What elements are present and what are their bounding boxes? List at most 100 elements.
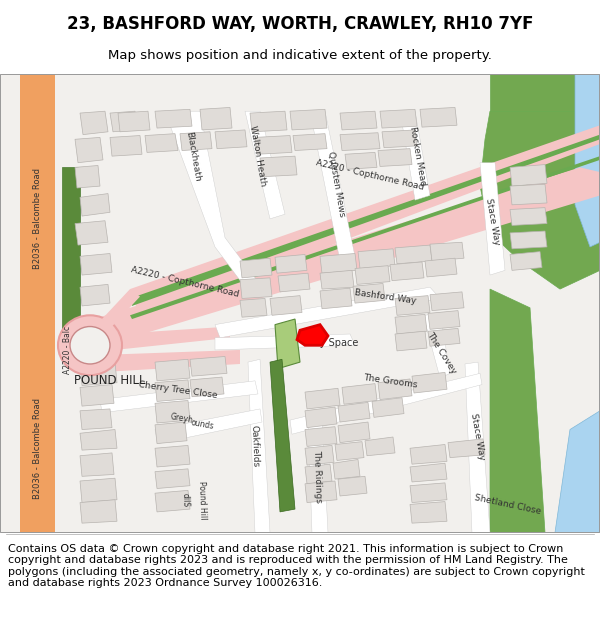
Text: B2036 - Balcombe Road: B2036 - Balcombe Road — [32, 168, 41, 269]
Polygon shape — [20, 74, 55, 532]
Polygon shape — [510, 184, 547, 205]
Text: ounds: ounds — [191, 418, 215, 431]
Polygon shape — [353, 284, 385, 303]
Polygon shape — [365, 437, 395, 456]
Polygon shape — [275, 254, 307, 273]
Text: Blackheath: Blackheath — [184, 131, 202, 182]
Polygon shape — [297, 324, 328, 345]
Polygon shape — [410, 463, 447, 482]
Polygon shape — [80, 254, 112, 275]
Polygon shape — [80, 453, 114, 476]
Polygon shape — [110, 350, 240, 371]
Text: dllS: dllS — [180, 492, 190, 507]
Polygon shape — [215, 334, 355, 350]
Polygon shape — [250, 111, 287, 132]
Polygon shape — [290, 373, 482, 434]
Text: The Ridings: The Ridings — [313, 449, 323, 503]
Polygon shape — [80, 478, 117, 502]
Polygon shape — [510, 231, 547, 249]
Polygon shape — [155, 409, 262, 444]
Text: Walton Heath: Walton Heath — [248, 125, 268, 187]
Text: Greyh: Greyh — [170, 412, 194, 425]
Text: POUND HILL: POUND HILL — [74, 374, 146, 388]
Polygon shape — [80, 429, 117, 450]
Polygon shape — [215, 288, 440, 338]
Polygon shape — [80, 284, 110, 306]
Polygon shape — [380, 109, 417, 128]
Polygon shape — [145, 134, 178, 152]
Polygon shape — [420, 107, 457, 127]
Polygon shape — [480, 162, 505, 275]
Polygon shape — [320, 271, 354, 289]
Polygon shape — [510, 164, 547, 186]
Polygon shape — [270, 296, 302, 315]
Polygon shape — [510, 208, 547, 226]
Polygon shape — [155, 422, 187, 444]
Polygon shape — [490, 289, 545, 532]
Polygon shape — [425, 258, 457, 277]
Polygon shape — [110, 111, 138, 132]
Polygon shape — [305, 388, 340, 409]
Polygon shape — [358, 249, 395, 269]
Polygon shape — [240, 258, 272, 278]
Polygon shape — [130, 134, 600, 306]
Polygon shape — [155, 446, 190, 467]
Polygon shape — [428, 311, 460, 329]
Polygon shape — [260, 156, 297, 177]
Polygon shape — [80, 409, 112, 429]
Polygon shape — [248, 359, 270, 532]
Polygon shape — [80, 384, 114, 406]
Polygon shape — [100, 381, 258, 412]
Text: Bashford Way: Bashford Way — [353, 288, 416, 306]
Polygon shape — [338, 476, 367, 496]
Polygon shape — [355, 266, 390, 284]
Polygon shape — [378, 379, 412, 399]
Polygon shape — [75, 138, 103, 162]
Polygon shape — [395, 296, 430, 315]
Polygon shape — [575, 74, 600, 247]
Polygon shape — [305, 481, 337, 502]
Polygon shape — [465, 362, 490, 532]
Polygon shape — [255, 136, 292, 154]
Polygon shape — [480, 111, 600, 289]
Text: Questen Mews: Questen Mews — [326, 151, 346, 218]
Polygon shape — [340, 132, 380, 151]
Polygon shape — [240, 299, 267, 317]
Polygon shape — [338, 402, 370, 422]
Text: Rocken Mead: Rocken Mead — [409, 126, 428, 186]
Polygon shape — [338, 422, 370, 442]
Circle shape — [70, 326, 110, 364]
Text: The Covey: The Covey — [425, 330, 458, 376]
Polygon shape — [382, 130, 417, 148]
Polygon shape — [118, 111, 150, 132]
Polygon shape — [190, 377, 224, 397]
Polygon shape — [342, 384, 377, 404]
Polygon shape — [378, 149, 412, 166]
Polygon shape — [410, 444, 447, 464]
Text: Oakfields: Oakfields — [250, 425, 260, 468]
Polygon shape — [215, 130, 247, 149]
Polygon shape — [555, 411, 600, 532]
Text: Play Space: Play Space — [305, 338, 358, 348]
Polygon shape — [395, 245, 432, 264]
Polygon shape — [155, 380, 190, 401]
Polygon shape — [130, 156, 600, 319]
Polygon shape — [80, 111, 108, 134]
Polygon shape — [410, 483, 447, 502]
Text: Stace Way: Stace Way — [469, 413, 487, 461]
Polygon shape — [80, 194, 110, 216]
Polygon shape — [110, 136, 142, 156]
Polygon shape — [308, 418, 328, 532]
Polygon shape — [345, 152, 377, 169]
Polygon shape — [115, 326, 230, 350]
Polygon shape — [372, 398, 404, 418]
Polygon shape — [75, 221, 108, 245]
Polygon shape — [333, 459, 360, 479]
Polygon shape — [130, 125, 600, 317]
Text: 23, BASHFORD WAY, WORTH, CRAWLEY, RH10 7YF: 23, BASHFORD WAY, WORTH, CRAWLEY, RH10 7… — [67, 14, 533, 32]
Polygon shape — [293, 134, 327, 151]
Polygon shape — [62, 168, 80, 336]
Polygon shape — [200, 107, 232, 130]
Polygon shape — [340, 111, 377, 130]
Polygon shape — [290, 109, 327, 130]
